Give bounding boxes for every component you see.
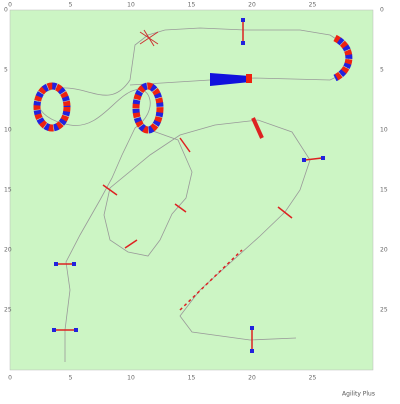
tunnel bbox=[333, 34, 353, 82]
y-label: 20 bbox=[380, 247, 388, 254]
field bbox=[9, 9, 374, 371]
x-label: 20 bbox=[248, 2, 256, 9]
y-label: 15 bbox=[4, 187, 12, 194]
jumps bbox=[55, 22, 323, 350]
x-label: 15 bbox=[188, 375, 196, 382]
weave bbox=[139, 29, 159, 47]
x-label: 25 bbox=[309, 2, 317, 9]
y-label: 5 bbox=[380, 67, 384, 74]
x-label: 25 bbox=[309, 375, 317, 382]
y-label: 15 bbox=[380, 187, 388, 194]
x-label: 10 bbox=[127, 2, 135, 9]
y-label: 5 bbox=[4, 67, 8, 74]
x-label: 0 bbox=[8, 2, 12, 9]
x-label: 5 bbox=[69, 375, 73, 382]
y-label: 25 bbox=[4, 307, 12, 314]
chute-mouth bbox=[246, 74, 252, 83]
x-label: 10 bbox=[127, 375, 135, 382]
tunnel bbox=[333, 34, 353, 82]
chute bbox=[210, 73, 250, 86]
x-label: 5 bbox=[69, 2, 73, 9]
y-label: 20 bbox=[4, 247, 12, 254]
tunnel bbox=[33, 82, 71, 132]
brand: Agility Plus bbox=[342, 391, 375, 398]
y-label: 10 bbox=[4, 127, 12, 134]
x-label: 20 bbox=[248, 375, 256, 382]
a-frame bbox=[251, 117, 264, 139]
y-label: 25 bbox=[380, 307, 388, 314]
jump-wings bbox=[52, 18, 325, 353]
x-label: 0 bbox=[8, 375, 12, 382]
dogwalk bbox=[179, 249, 243, 311]
y-label: 10 bbox=[380, 127, 388, 134]
course-path bbox=[38, 27, 351, 362]
tunnel bbox=[132, 82, 164, 134]
x-label: 15 bbox=[188, 2, 196, 9]
y-label: 0 bbox=[4, 7, 8, 14]
y-label: 0 bbox=[380, 7, 384, 14]
